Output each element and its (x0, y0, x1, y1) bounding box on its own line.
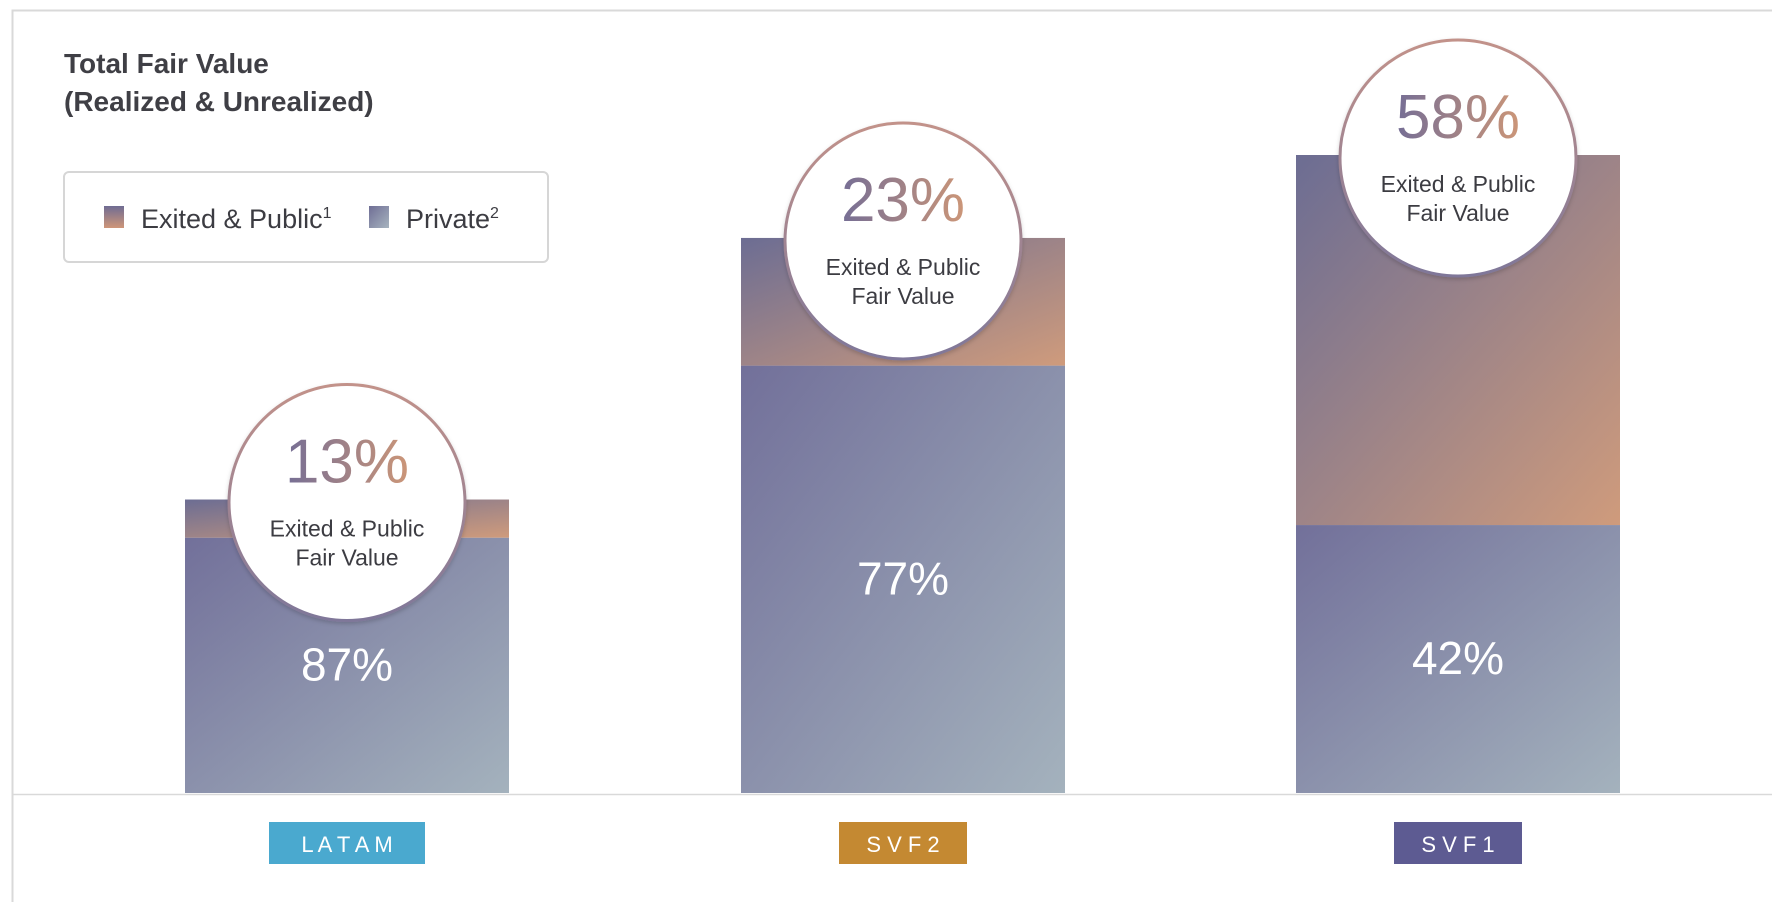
value-label-exited-public-svf2: 23% (841, 166, 965, 235)
annotation-circle-svf2 (785, 123, 1021, 359)
legend-label-private: Private2 (406, 204, 499, 234)
annotation-text-line-2-latam: Fair Value (295, 545, 398, 571)
chart-title-line-1: Total Fair Value (64, 48, 269, 79)
annotation-text-line-1-latam: Exited & Public (270, 516, 425, 542)
annotation-text-line-2-svf2: Fair Value (851, 283, 954, 309)
annotation-svf1: 58% Exited & Public Fair Value (1340, 40, 1576, 276)
annotation-text-line-2-svf1: Fair Value (1406, 200, 1509, 226)
value-label-private-svf2: 77% (857, 552, 949, 604)
annotation-text-line-1-svf2: Exited & Public (826, 254, 981, 280)
category-label-svf1: S V F 1 (1421, 832, 1494, 857)
legend-label-exited-public: Exited & Public1 (141, 204, 332, 234)
annotation-circle-latam (229, 385, 465, 621)
category-labels: L A T A M S V F 2 S V F 1 (269, 822, 1522, 864)
category-label-latam: L A T A M (301, 832, 392, 857)
value-label-exited-public-latam: 13% (285, 428, 409, 497)
value-label-private-latam: 87% (301, 638, 393, 690)
annotation-svf2: 23% Exited & Public Fair Value (785, 123, 1021, 359)
chart-title-line-2: (Realized & Unrealized) (64, 86, 374, 117)
annotation-latam: 13% Exited & Public Fair Value (229, 385, 465, 621)
annotation-circle-svf1 (1340, 40, 1576, 276)
annotation-text-line-1-svf1: Exited & Public (1381, 171, 1536, 197)
legend-swatch-exited-public (104, 206, 124, 228)
legend: Exited & Public1 Private2 (64, 172, 548, 262)
legend-swatch-private (369, 206, 389, 228)
value-label-exited-public-svf1: 58% (1396, 83, 1520, 152)
category-label-svf2: S V F 2 (866, 832, 939, 857)
value-label-private-svf1: 42% (1412, 632, 1504, 684)
